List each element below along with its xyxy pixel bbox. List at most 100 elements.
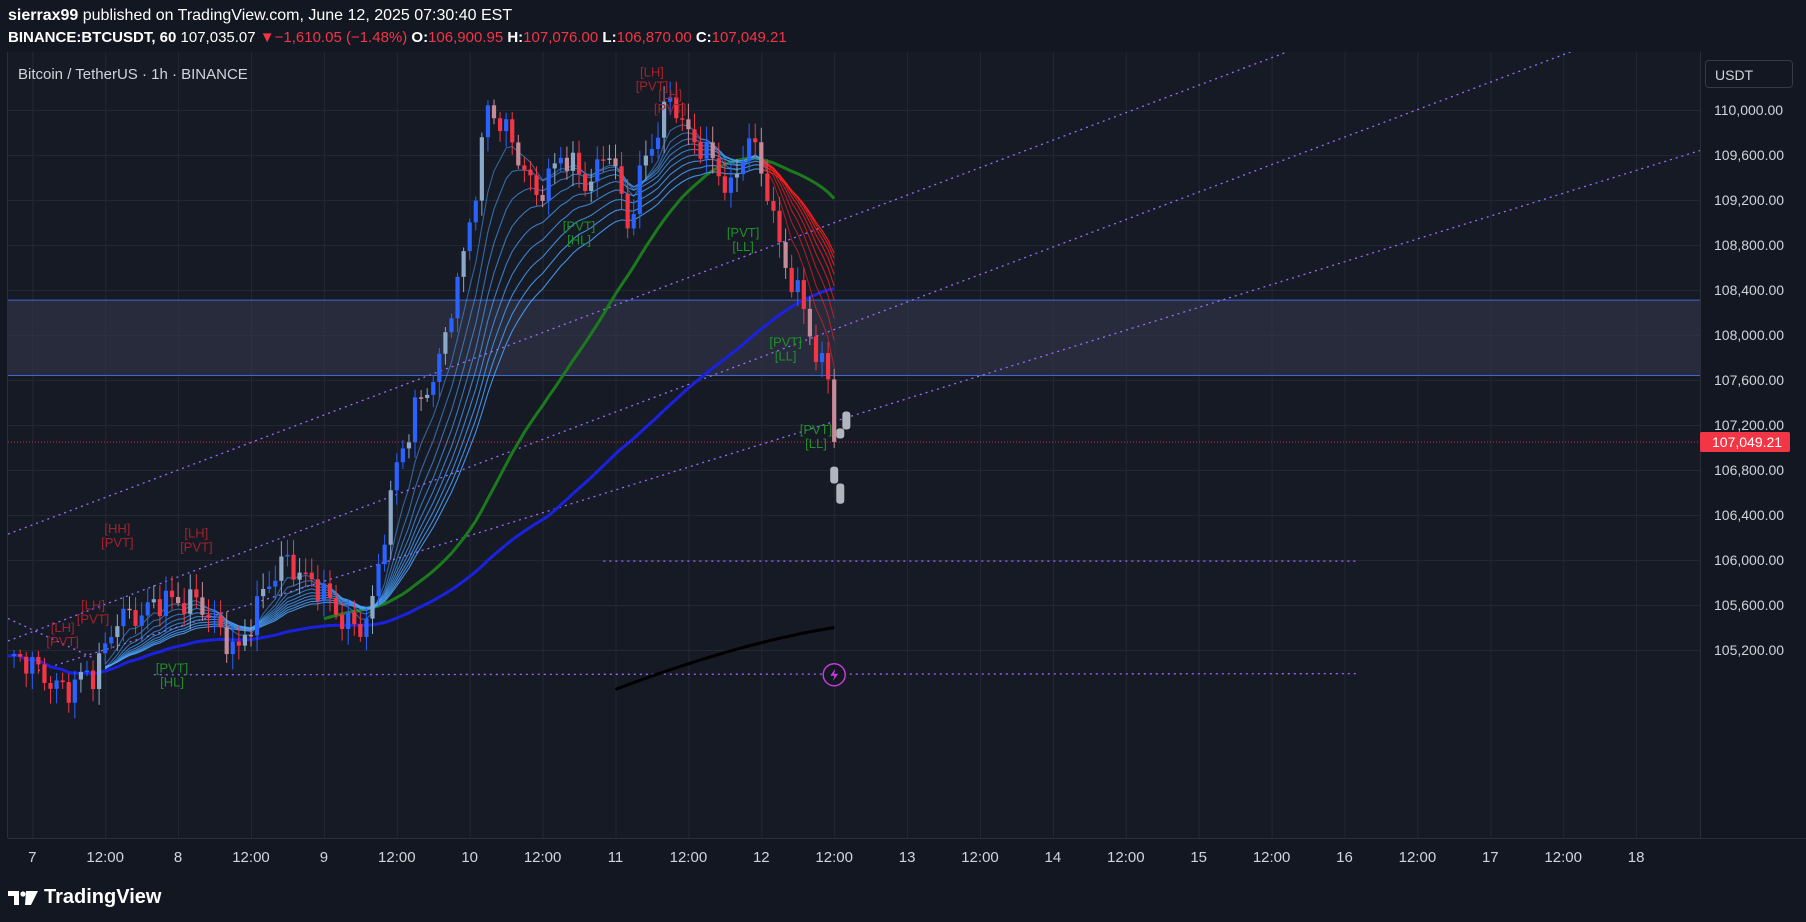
candle-body — [455, 276, 460, 319]
candle-body — [194, 589, 199, 598]
candle-body — [267, 586, 272, 589]
candle-body — [11, 654, 17, 657]
low-label: L: — [602, 29, 617, 46]
candle-body — [103, 643, 108, 654]
candle-body — [449, 318, 454, 333]
plot-background — [8, 52, 1700, 838]
y-tick-label: 108,400.00 — [1714, 282, 1784, 298]
y-tick-label: 108,800.00 — [1714, 237, 1784, 253]
candle-body — [139, 615, 144, 626]
x-tick-label: 7 — [28, 849, 36, 866]
x-tick-label: 16 — [1336, 849, 1353, 866]
ribbon-ema-up — [105, 164, 768, 668]
pivot-label: [PVT] — [156, 661, 189, 676]
candle-body — [151, 599, 156, 603]
pivot-label: [PVT] — [727, 225, 760, 240]
candle-body — [36, 656, 41, 665]
candle-body — [206, 614, 211, 618]
pivot-label: [PVT] — [46, 634, 79, 649]
pivot-label: [PVT] — [563, 218, 596, 233]
candle-body — [753, 138, 758, 143]
current-price-tag — [1700, 431, 1790, 452]
open-label: O: — [411, 29, 429, 46]
pivot-label: [PVT] — [180, 540, 213, 555]
candle-body — [558, 157, 563, 164]
pivot-label: [LH] — [658, 87, 682, 102]
candle-body — [212, 616, 217, 618]
candle-body — [352, 612, 357, 625]
candle-body — [169, 590, 175, 598]
candle-body — [613, 158, 618, 167]
candle-body — [376, 564, 381, 597]
tradingview-logo[interactable]: TradingView — [8, 886, 161, 909]
candle-body — [261, 588, 266, 597]
candle-body — [552, 163, 557, 169]
pivot-label: [PVT] — [77, 612, 110, 627]
high-value: 107,076.00 — [523, 29, 599, 46]
current-price-label: 107,049.21 — [1712, 434, 1782, 450]
symbol-name[interactable]: BINANCE:BTCUSDT, 60 — [8, 29, 177, 46]
candle-body — [497, 118, 503, 132]
candle-body — [127, 608, 132, 611]
pivot-label: [LL] — [732, 239, 754, 254]
candle-body — [674, 97, 679, 119]
x-tick-label: 10 — [461, 849, 478, 866]
symbol-legend[interactable]: Bitcoin / TetherUS · 1h · BINANCE — [18, 66, 248, 83]
candle-body — [412, 397, 418, 443]
y-tick-label: 109,600.00 — [1714, 147, 1784, 163]
ribbon-ema-up — [104, 158, 768, 669]
ribbon-ema-up — [104, 153, 768, 669]
pivot-label: [HL] — [160, 675, 184, 690]
pivot-label: [PVT] — [769, 334, 802, 349]
candle-body — [333, 597, 339, 615]
candle-body — [546, 168, 551, 201]
candle-body — [643, 155, 648, 166]
pivot-label: [PVT] — [800, 422, 833, 437]
candle-body — [84, 670, 90, 673]
ribbon-ema-down — [760, 158, 835, 341]
currency-button[interactable]: USDT — [1705, 60, 1793, 88]
x-tick-label: 12:00 — [1107, 849, 1145, 866]
supply-zone-box — [8, 300, 1700, 376]
high-label: H: — [507, 29, 524, 46]
projection-bar — [842, 411, 851, 430]
ribbon-ema-down — [761, 168, 835, 254]
trend-channel — [7, 52, 1701, 676]
pivot-label: [PVT] — [101, 535, 134, 550]
candle-body — [406, 442, 412, 449]
pivot-label: [LH] — [51, 620, 75, 635]
ribbon-ema-up — [104, 132, 768, 669]
candle-body — [224, 627, 229, 655]
candle-body — [382, 544, 387, 565]
candle-body — [230, 641, 235, 655]
chart-area[interactable]: [LH] [PVT] [LH] [PVT] [HH] [PVT] [LH] [PVT] [PVT… — [0, 52, 1806, 874]
y-tick-label: 107,200.00 — [1714, 417, 1784, 433]
candle-body — [285, 554, 290, 557]
low-value: 106,870.00 — [616, 29, 692, 46]
candle-body — [431, 381, 436, 395]
moving-average-blue — [7, 287, 835, 676]
price-chart[interactable]: [LH][PVT][LH][PVT][HH][PVT][LH][PVT][PVT… — [0, 52, 1806, 874]
candle-body — [18, 654, 23, 657]
candle-body — [485, 105, 491, 138]
candle-body — [595, 159, 600, 182]
publish-info: sierrax99 published on TradingView.com, … — [8, 7, 512, 25]
candle-body — [461, 251, 466, 277]
ribbon-ema-up — [104, 124, 768, 665]
open-value: 106,900.95 — [428, 29, 504, 46]
channel-line — [7, 52, 1573, 642]
projection-bars — [830, 411, 851, 504]
candle-body — [564, 157, 569, 171]
pivot-label: [LH] — [81, 598, 105, 613]
x-tick-label: 12:00 — [1399, 849, 1437, 866]
pivot-label: [HH] — [104, 521, 130, 536]
author-name[interactable]: sierrax99 — [8, 7, 79, 24]
candle-body — [90, 670, 96, 690]
candle-body — [121, 608, 126, 627]
y-tick-label: 105,200.00 — [1714, 642, 1784, 658]
candle-body — [419, 397, 424, 399]
candle-body — [364, 618, 369, 637]
candle-body — [115, 626, 120, 638]
candle-body — [747, 138, 752, 161]
candle-body — [54, 680, 59, 689]
